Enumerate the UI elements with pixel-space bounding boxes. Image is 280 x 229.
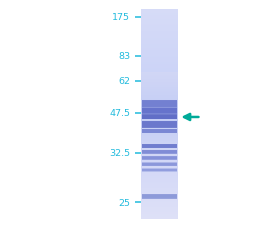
Text: 32.5: 32.5 [109, 149, 130, 158]
Text: 62: 62 [118, 77, 130, 86]
Text: 47.5: 47.5 [109, 109, 130, 118]
Text: 83: 83 [118, 52, 130, 61]
Text: 175: 175 [112, 13, 130, 22]
Text: 25: 25 [118, 198, 130, 207]
